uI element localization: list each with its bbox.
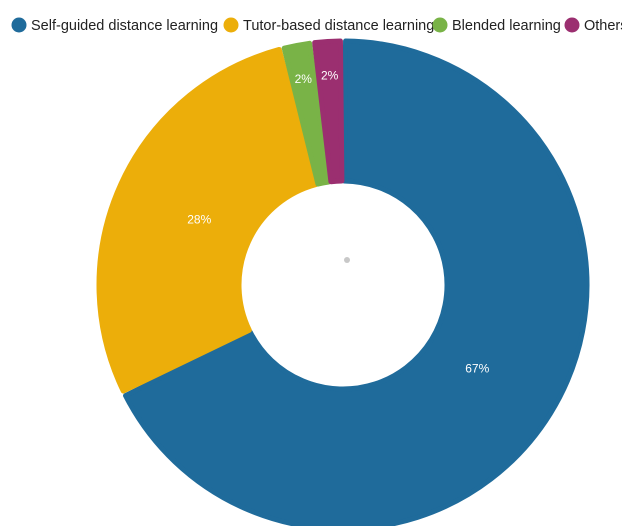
data-label-others: 2% — [321, 68, 339, 82]
legend-item-blended-learning[interactable]: Blended learning — [432, 17, 561, 35]
slice-tutor-based-distance-learning[interactable] — [96, 46, 319, 394]
legend-label-tutor-based-distance-learning: Tutor-based distance learning — [243, 18, 434, 34]
data-label-self-guided-distance-learning: 67% — [465, 361, 489, 375]
legend-label-others: Others — [584, 18, 622, 34]
slice-others[interactable] — [312, 38, 345, 185]
legend-marker-self-guided-distance-learning — [11, 17, 27, 33]
legend-marker-blended-learning — [432, 17, 448, 33]
data-label-tutor-based-distance-learning: 28% — [187, 212, 211, 226]
data-label-blended-learning: 2% — [295, 72, 313, 86]
donut-slices — [96, 38, 590, 526]
slice-self-guided-distance-learning[interactable] — [123, 38, 590, 526]
legend-label-blended-learning: Blended learning — [452, 18, 561, 34]
legend-marker-tutor-based-distance-learning — [223, 17, 239, 33]
legend-item-others[interactable]: Others — [564, 17, 622, 35]
data-labels: 67% 28% 2% 2% — [187, 68, 489, 375]
legend: Self-guided distance learning Tutor-based… — [11, 17, 622, 35]
legend-marker-others — [564, 17, 580, 33]
legend-item-self-guided-distance-learning[interactable]: Self-guided distance learning — [11, 17, 219, 35]
legend-item-tutor-based-distance-learning[interactable]: Tutor-based distance learning — [223, 17, 435, 35]
center-marker — [344, 257, 350, 263]
legend-label-self-guided-distance-learning: Self-guided distance learning — [31, 18, 218, 34]
